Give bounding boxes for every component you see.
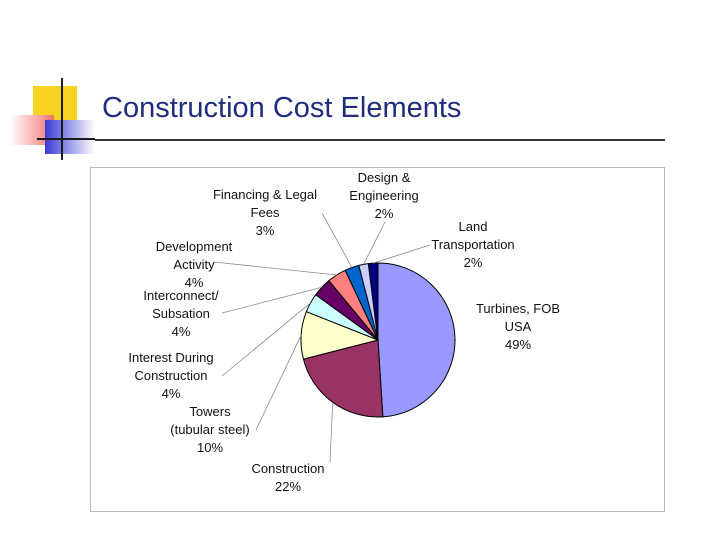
slice-label-2: Towers (tubular steel) 10% xyxy=(170,404,249,455)
leader-line-7 xyxy=(363,221,386,265)
slice-label-line: Construction xyxy=(135,368,208,383)
slice-label-line: USA xyxy=(505,319,532,334)
slice-label-line: 22% xyxy=(275,479,301,494)
slice-label-line: 4% xyxy=(162,386,181,401)
slice-label-line: Financing & Legal xyxy=(213,187,317,202)
leader-line-4 xyxy=(221,286,322,314)
leader-line-2 xyxy=(255,334,302,431)
leader-line-1 xyxy=(329,402,334,463)
leader-line-3 xyxy=(221,302,311,377)
pie-slice-8 xyxy=(367,262,379,341)
ornament-vertical-line xyxy=(61,78,63,160)
slice-label-line: 4% xyxy=(172,324,191,339)
slice-label-line: Design & xyxy=(358,170,411,185)
page-title: Construction Cost Elements xyxy=(102,92,462,124)
leader-line-6 xyxy=(321,212,353,268)
slice-label-line: Transportation xyxy=(431,237,514,252)
slice-label-line: Interconnect/ xyxy=(143,288,219,303)
leader-line-0 xyxy=(452,337,456,341)
slice-label-8: Land Transportation 2% xyxy=(431,219,514,270)
slice-label-line: Subsation xyxy=(152,306,210,321)
slice-label-line: Engineering xyxy=(349,188,418,203)
slice-label-7: Design & Engineering 2% xyxy=(349,170,418,221)
leader-line-5 xyxy=(213,261,337,276)
slice-label-line: 2% xyxy=(375,206,394,221)
slice-label-line: 2% xyxy=(464,255,483,270)
slice-label-line: 4% xyxy=(185,275,204,290)
slice-label-line: Fees xyxy=(251,205,280,220)
slice-label-line: Activity xyxy=(173,257,215,272)
slice-label-line: (tubular steel) xyxy=(170,422,249,437)
slice-label-line: 3% xyxy=(256,223,275,238)
pie-slice-0 xyxy=(377,262,456,418)
slice-label-line: Land xyxy=(459,219,488,234)
slice-label-3: Interest During Construction 4% xyxy=(128,350,213,401)
pie-slice-1 xyxy=(302,339,384,418)
slice-label-6: Financing & Legal Fees 3% xyxy=(213,187,317,238)
title-underline xyxy=(95,139,665,141)
leader-line-8 xyxy=(373,244,431,264)
slice-label-1: Construction 22% xyxy=(252,461,325,494)
slice-label-0: Turbines, FOB USA 49% xyxy=(476,301,560,352)
slice-label-line: Interest During xyxy=(128,350,213,365)
pie-slices xyxy=(300,262,456,418)
slice-label-line: Turbines, FOB xyxy=(476,301,560,316)
ornament-horizontal-line xyxy=(37,138,95,140)
slice-label-line: 49% xyxy=(505,337,531,352)
chart-frame xyxy=(90,167,665,512)
slice-label-4: Interconnect/Subsation 4% xyxy=(143,288,219,339)
slice-label-line: 10% xyxy=(197,440,223,455)
slice-label-line: Construction xyxy=(252,461,325,476)
slice-label-5: Development Activity 4% xyxy=(156,239,233,290)
ornament-blue-square xyxy=(45,120,95,154)
slice-label-line: Towers xyxy=(189,404,231,419)
slice-label-line: Development xyxy=(156,239,233,254)
